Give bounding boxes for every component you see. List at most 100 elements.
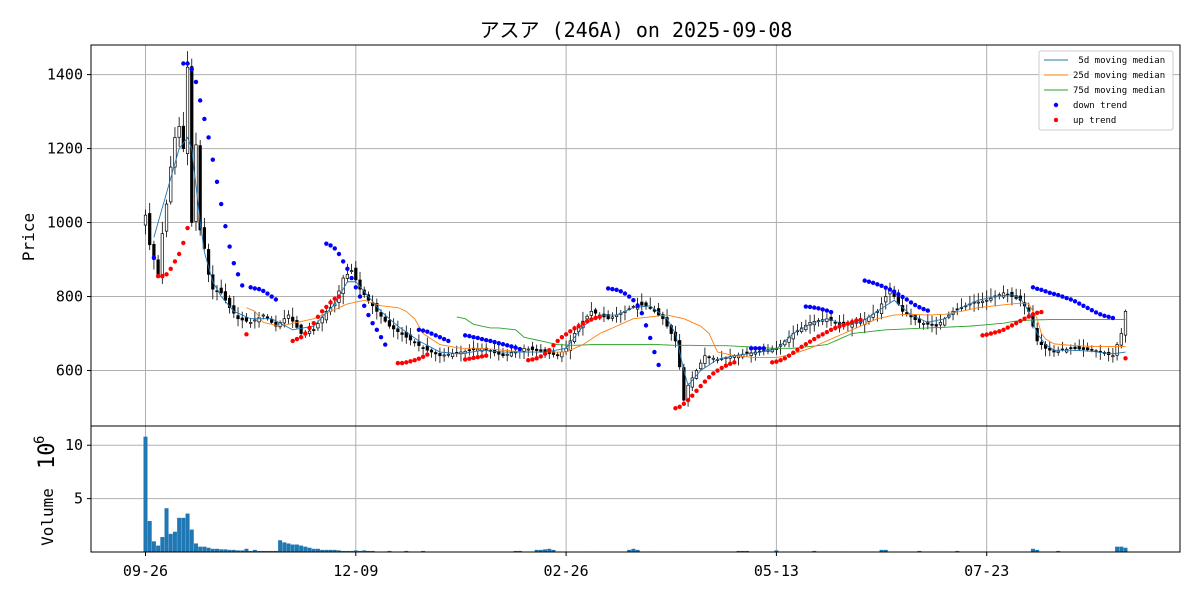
- volume-bar: [627, 549, 632, 552]
- down-trend-dot: [446, 338, 451, 344]
- up-trend-dot: [1034, 310, 1040, 316]
- down-trend-dot: [467, 333, 472, 339]
- up-trend-dot: [799, 344, 804, 350]
- down-trend-dot: [1106, 314, 1111, 320]
- up-trend-dot: [681, 401, 687, 407]
- volume-bar: [1119, 546, 1124, 552]
- down-trend-dot: [248, 285, 253, 290]
- candle-body: [278, 322, 282, 328]
- candle-body: [228, 297, 232, 308]
- legend-label-down-trend: down trend: [1073, 101, 1127, 111]
- candle-body: [181, 125, 185, 149]
- volume-bar: [244, 548, 249, 552]
- down-trend-dot: [761, 346, 766, 351]
- down-trend-dot: [1077, 301, 1082, 306]
- down-trend-dot: [261, 288, 266, 294]
- candle-body: [535, 348, 539, 351]
- up-trend-dot: [576, 323, 581, 329]
- up-trend-dot: [1013, 320, 1019, 326]
- volume-bar: [227, 549, 232, 552]
- legend-box: [1038, 50, 1174, 131]
- up-trend-dot: [526, 357, 531, 363]
- down-trend-dot: [618, 289, 623, 294]
- up-trend-dot: [694, 388, 699, 394]
- volume-bar: [366, 550, 371, 552]
- candle-body: [148, 213, 152, 246]
- up-trend-dot: [471, 355, 476, 361]
- down-trend-dot: [1089, 308, 1095, 313]
- up-trend-dot: [837, 324, 842, 329]
- moving-median-lines: [153, 136, 1126, 387]
- down-trend-dot: [816, 306, 821, 311]
- down-trend-dot: [1102, 313, 1107, 318]
- down-trend-dot: [753, 346, 758, 351]
- candle-body: [926, 321, 930, 325]
- candle-body: [240, 317, 244, 321]
- up-trend-dot: [858, 317, 863, 323]
- volume-bar: [278, 540, 283, 552]
- candle-body: [341, 277, 345, 294]
- down-trend-dot: [500, 342, 506, 347]
- x-tick-label: 05-13: [754, 562, 799, 580]
- up-trend-dot: [719, 365, 724, 371]
- up-trend-dot: [988, 331, 994, 336]
- candle-body: [833, 321, 837, 324]
- candle-body: [1052, 350, 1056, 353]
- down-trend-dot: [378, 335, 384, 340]
- down-trend-dot: [151, 255, 157, 260]
- down-trend-dot: [366, 312, 371, 318]
- volume-bar: [879, 549, 884, 552]
- candle-body: [1065, 348, 1069, 353]
- up-trend-dot: [420, 354, 426, 360]
- up-trend-dot: [997, 329, 1002, 334]
- up-trend-dot: [172, 259, 178, 264]
- down-trend-dot: [345, 266, 350, 271]
- up-trend-dot: [778, 357, 783, 363]
- down-trend-dot: [324, 241, 329, 246]
- candle-body: [396, 328, 400, 333]
- up-trend-dot: [399, 360, 405, 366]
- volume-bar: [286, 543, 291, 552]
- down-trend-dot: [643, 323, 649, 328]
- candle-body: [610, 316, 614, 319]
- down-trend-dot: [656, 362, 661, 368]
- up-trend-dot: [311, 320, 316, 326]
- candle-body: [699, 362, 703, 370]
- volume-bar: [219, 549, 224, 552]
- up-trend-dot: [698, 383, 703, 389]
- volume-bar: [236, 550, 241, 552]
- down-trend-dot: [370, 320, 375, 326]
- legend-swatch-up-trend: [1053, 117, 1059, 123]
- candle-body: [682, 367, 686, 401]
- x-tick-label: 07-23: [964, 562, 1009, 580]
- volume-bar: [198, 546, 203, 552]
- down-trend-dot: [631, 298, 636, 303]
- volume-bar: [370, 550, 375, 552]
- up-trend-dot: [534, 356, 539, 361]
- down-trend-dot: [1043, 289, 1048, 294]
- down-trend-dot: [231, 261, 237, 266]
- volume-grid: [91, 426, 1180, 552]
- volume-bar: [543, 549, 548, 552]
- down-trend-dot: [1093, 310, 1099, 315]
- down-trend-dot: [492, 339, 497, 345]
- volume-bar: [349, 550, 354, 552]
- candle-body: [1077, 345, 1081, 350]
- candle-body: [223, 291, 228, 301]
- candle-body: [417, 341, 421, 346]
- down-trend-dot: [1068, 297, 1074, 302]
- volume-bar: [299, 545, 304, 552]
- up-trend-dot: [849, 319, 855, 325]
- down-trend-dot: [828, 309, 834, 315]
- volume-bar: [547, 548, 552, 552]
- down-trend-dot: [441, 336, 447, 342]
- candle-body: [884, 296, 888, 303]
- up-trend-dot: [176, 251, 182, 257]
- up-trend-dot: [791, 350, 796, 355]
- down-trend-dot: [866, 279, 872, 284]
- up-trend-dot: [563, 332, 569, 337]
- up-trend-dot: [715, 368, 720, 373]
- volume-bar: [1035, 549, 1040, 552]
- candle-body: [467, 349, 471, 352]
- up-trend-dot: [1123, 356, 1128, 361]
